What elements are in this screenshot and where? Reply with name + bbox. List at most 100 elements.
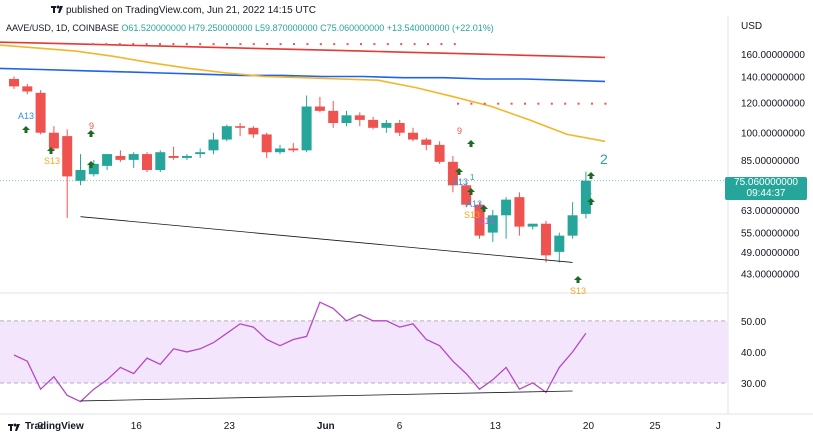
candle-body	[235, 126, 246, 128]
resistance-dot	[400, 43, 403, 46]
setup-label: A13	[18, 111, 34, 121]
symbol-name: AAVE/USD, 1D, COINBASE	[6, 23, 119, 33]
resistance-dot	[483, 102, 486, 105]
currency-label: USD	[741, 21, 763, 32]
resistance-dot	[199, 43, 202, 46]
resistance-dot	[510, 102, 513, 105]
resistance-dot	[279, 43, 282, 46]
resistance-dot	[172, 43, 175, 46]
rsi-tick-label: 50.00	[741, 317, 766, 328]
price-divergence-line	[80, 216, 573, 263]
price-tick-label: 160.00000000	[741, 50, 805, 61]
resistance-dot	[319, 43, 322, 46]
candle-body	[9, 78, 19, 87]
resistance-dot	[226, 43, 228, 46]
candle-body	[461, 185, 472, 205]
green-up-arrow-icon	[587, 198, 595, 205]
setup-label: A13	[466, 199, 482, 209]
green-up-arrow-icon	[467, 188, 475, 195]
candle-body	[115, 156, 126, 160]
td-count-label: 1	[587, 186, 592, 196]
resistance-dot	[413, 43, 416, 46]
resistance-dot	[497, 102, 500, 105]
resistance-dot	[604, 102, 607, 105]
candle-body	[155, 152, 166, 171]
resistance-dot	[524, 102, 526, 105]
legend-change: +13.540000000 (+22.01%)	[386, 23, 494, 33]
green-up-arrow-icon	[480, 205, 488, 212]
time-tick-label: 23	[224, 421, 236, 432]
candle-body	[301, 106, 312, 151]
resistance-dot	[346, 43, 349, 46]
td-count-label: 9	[89, 121, 94, 131]
resistance-dot	[373, 43, 376, 46]
green-up-arrow-icon	[87, 161, 95, 168]
candle-body	[368, 119, 379, 128]
time-tick-label: 20	[583, 421, 595, 432]
resistance-dot	[212, 43, 215, 46]
green-up-arrow-icon	[455, 168, 463, 175]
resistance-dot	[145, 43, 148, 46]
candle-body	[328, 110, 339, 124]
symbol-legend: AAVE/USD, 1D, COINBASE O61.520000000 H79…	[6, 23, 494, 33]
last-price-value: 75.060000000	[734, 177, 798, 188]
candle-body	[447, 161, 458, 186]
price-tick-label: 85.00000000	[741, 156, 800, 167]
candle-body	[554, 235, 565, 252]
brand-name: TradingView	[25, 421, 84, 432]
price-tick-label: 63.00000000	[741, 206, 800, 217]
candle-body	[35, 92, 46, 133]
green-up-arrow-icon	[87, 130, 95, 137]
green-up-arrow-icon	[47, 147, 55, 154]
resistance-dot	[185, 43, 188, 46]
ma50-line	[0, 44, 606, 143]
resistance-dot	[266, 43, 269, 46]
candle-body	[75, 170, 86, 181]
candle-body	[208, 139, 219, 151]
rsi-divergence-line	[80, 390, 573, 402]
candle-body	[168, 156, 179, 158]
resistance-dot	[386, 43, 389, 46]
resistance-dot	[159, 43, 161, 46]
candle-body	[314, 106, 325, 111]
td-count-label: 9	[457, 126, 462, 136]
published-header: published on TradingView.com, Jun 21, 20…	[66, 5, 316, 16]
candle-body	[394, 123, 405, 133]
tradingview-logo-icon	[51, 5, 63, 13]
resistance-dot	[440, 43, 443, 46]
candle-body	[381, 123, 392, 128]
candle-body	[248, 127, 259, 135]
resistance-dot	[577, 102, 580, 105]
candle-body	[354, 115, 365, 120]
candle-body	[128, 154, 139, 160]
legend-close: C75.060000000	[320, 23, 385, 33]
resistance-dot	[105, 43, 108, 46]
green-up-arrow-icon	[467, 140, 475, 147]
setup-label: A13	[452, 177, 468, 187]
candle-body	[487, 215, 498, 233]
resistance-dot	[591, 102, 593, 105]
legend-open: O61.520000000	[121, 23, 186, 33]
time-tick-label: 25	[649, 421, 661, 432]
candle-body	[541, 223, 551, 256]
price-tick-label: 55.00000000	[741, 229, 800, 240]
candle-body	[261, 134, 272, 153]
candle-body	[102, 154, 113, 166]
green-up-arrow-icon	[587, 172, 595, 179]
candle-body	[408, 132, 418, 140]
resistance-dot	[239, 43, 242, 46]
candle-body	[88, 163, 99, 175]
resistance-dot	[453, 43, 456, 46]
resistance-dot	[333, 43, 336, 46]
setup-label: S13	[570, 286, 586, 296]
time-tick-label: 13	[490, 421, 502, 432]
candle-body	[501, 199, 512, 216]
candle-body	[341, 115, 352, 124]
rsi-tick-label: 30.00	[741, 379, 766, 390]
candle-body	[421, 139, 432, 145]
td-count-label: 1	[470, 173, 475, 182]
rsi-band	[0, 320, 728, 383]
time-tick-label: J	[716, 421, 721, 432]
resistance-dot	[564, 102, 567, 105]
